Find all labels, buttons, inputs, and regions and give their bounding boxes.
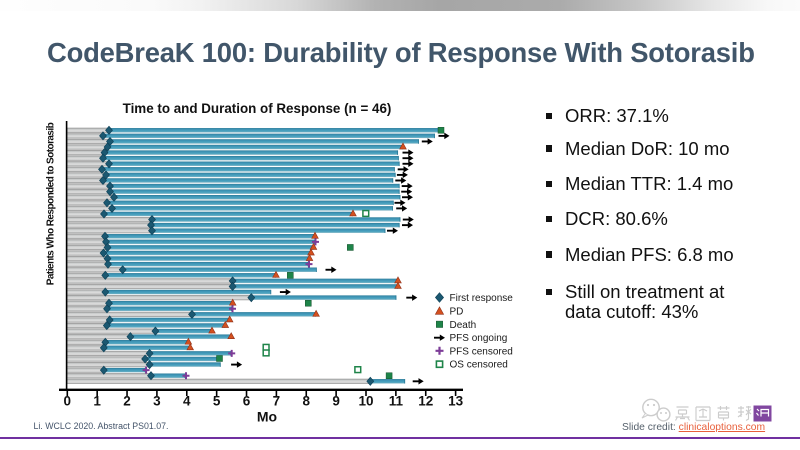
svg-text:11: 11	[389, 394, 404, 409]
svg-text:Mo: Mo	[257, 409, 277, 425]
svg-text:First response: First response	[450, 293, 514, 304]
svg-text:7: 7	[273, 394, 281, 409]
svg-text:8: 8	[303, 394, 311, 409]
svg-text:0: 0	[64, 394, 72, 409]
svg-text:PFS censored: PFS censored	[450, 346, 513, 357]
svg-text:5: 5	[213, 394, 221, 409]
svg-text:3: 3	[153, 394, 161, 409]
svg-text:13: 13	[448, 394, 464, 409]
svg-text:PD: PD	[450, 307, 464, 318]
svg-text:6: 6	[243, 394, 251, 409]
svg-text:2: 2	[123, 394, 131, 409]
svg-text:9: 9	[332, 394, 340, 409]
svg-text:OS censored: OS censored	[450, 360, 508, 371]
svg-text:Patients Who Responded to Soto: Patients Who Responded to Sotorasib	[45, 122, 56, 285]
svg-text:12: 12	[418, 394, 433, 409]
svg-text:10: 10	[358, 394, 373, 409]
svg-text:1: 1	[93, 394, 101, 409]
svg-text:Death: Death	[450, 320, 477, 331]
svg-text:Time to and Duration of Respon: Time to and Duration of Response (n = 46…	[123, 101, 392, 116]
svg-text:PFS ongoing: PFS ongoing	[450, 333, 508, 344]
svg-text:4: 4	[183, 394, 191, 409]
